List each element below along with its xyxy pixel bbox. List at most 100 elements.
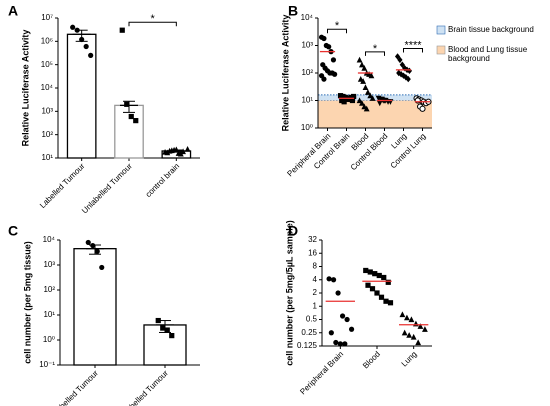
point: [164, 327, 170, 333]
significance-label: *: [335, 20, 340, 32]
point: [133, 118, 139, 124]
point: [404, 314, 410, 321]
y-tick-label: 16: [308, 248, 317, 257]
point: [356, 56, 363, 63]
point: [376, 272, 382, 279]
point: [74, 27, 80, 33]
point: [360, 78, 367, 84]
point: [381, 274, 387, 281]
y-tick-label: 10⁴: [301, 13, 314, 22]
y-tick-label: 1: [313, 301, 318, 310]
point: [335, 290, 341, 296]
legend-swatch: [436, 45, 446, 55]
significance-bracket: [365, 51, 385, 56]
point: [368, 72, 375, 79]
point: [342, 341, 348, 347]
significance-label: *: [373, 43, 378, 55]
y-axis-label: Relative Luciferase Activity: [280, 15, 290, 132]
y-tick-label: 10¹: [43, 310, 55, 319]
point: [410, 333, 417, 340]
significance-bracket: [403, 47, 423, 53]
x-tick-label: Labelled Tumour: [38, 161, 87, 210]
point: [328, 330, 334, 336]
point: [356, 97, 363, 104]
x-tick-label: Peripheral Brain: [298, 350, 345, 397]
bar: [66, 33, 97, 159]
point: [365, 282, 371, 288]
point: [367, 92, 374, 99]
legend-label: Blood and Lung tissue background: [448, 45, 528, 63]
y-tick-label: 32: [308, 235, 317, 244]
legend-swatch: [436, 25, 446, 35]
point: [160, 325, 166, 331]
point: [164, 149, 171, 156]
point: [422, 326, 428, 332]
bar: [73, 248, 117, 366]
y-tick-label: 0.5: [306, 315, 318, 324]
point: [332, 71, 338, 77]
y-tick-label: 10²: [301, 68, 313, 77]
point: [83, 43, 89, 50]
point: [401, 329, 408, 336]
y-tick-label: 10²: [43, 285, 55, 294]
y-tick-label: 8: [313, 262, 318, 271]
y-tick-label: 10⁰: [43, 335, 55, 344]
point: [330, 57, 337, 63]
point: [374, 290, 380, 296]
y-tick-label: 10⁰: [301, 123, 313, 132]
y-tick-label: 2: [313, 288, 318, 297]
point: [405, 75, 411, 83]
point: [369, 95, 376, 101]
point: [363, 267, 369, 274]
y-tick-label: 10¹: [301, 96, 313, 105]
y-tick-label: 10⁴: [43, 235, 56, 244]
point: [177, 150, 184, 157]
y-tick-label: 10³: [301, 41, 313, 50]
point: [406, 332, 413, 338]
point: [363, 105, 370, 112]
point: [415, 339, 422, 346]
point: [419, 105, 426, 112]
y-axis-label: Relative Luciferase Activity: [20, 30, 30, 147]
point: [124, 101, 130, 107]
x-tick-label: control brain: [144, 162, 181, 199]
point: [88, 52, 94, 58]
point: [70, 24, 76, 30]
panel-letter: B: [288, 3, 298, 19]
point: [90, 242, 96, 249]
point: [337, 341, 343, 347]
panel-letter: A: [8, 3, 18, 19]
point: [119, 27, 125, 33]
background-band: [318, 100, 432, 128]
point: [383, 298, 389, 304]
significance-label: *: [151, 13, 156, 25]
y-tick-label: 10⁻¹: [39, 360, 55, 369]
point: [330, 277, 337, 283]
x-tick-label: Lung: [400, 350, 419, 369]
x-tick-label: Unlabelled Tumour: [116, 368, 170, 406]
point: [408, 316, 415, 323]
significance-bracket: [128, 21, 177, 27]
point: [349, 97, 356, 104]
y-tick-label: 10²: [41, 130, 53, 139]
point: [184, 146, 191, 152]
point: [341, 99, 347, 105]
point: [364, 89, 371, 95]
point: [369, 286, 376, 292]
significance-bracket: [327, 28, 347, 34]
y-tick-label: 10⁷: [41, 13, 53, 22]
y-tick-label: 0.25: [301, 328, 317, 337]
point: [359, 100, 365, 106]
x-tick-label: Unlabelled Tumour: [80, 161, 134, 215]
legend-label: Brain tissue background: [448, 25, 534, 34]
point: [168, 147, 175, 154]
point: [321, 35, 327, 42]
legend-label-box: Brain tissue background: [448, 25, 534, 34]
point: [333, 339, 339, 346]
point: [399, 311, 406, 318]
point: [387, 300, 394, 306]
y-axis-label: cell number (per 5mg/5µL sample): [284, 220, 294, 366]
point: [344, 316, 350, 323]
background-band: [318, 94, 432, 101]
